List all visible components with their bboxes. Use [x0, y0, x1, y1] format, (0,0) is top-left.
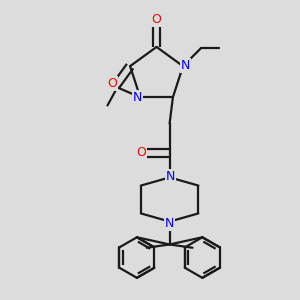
Text: N: N: [166, 170, 175, 183]
Text: O: O: [152, 13, 161, 26]
Text: O: O: [107, 77, 117, 90]
Text: N: N: [165, 217, 174, 230]
Text: O: O: [136, 146, 146, 159]
Text: N: N: [133, 92, 142, 104]
Text: N: N: [181, 59, 190, 72]
